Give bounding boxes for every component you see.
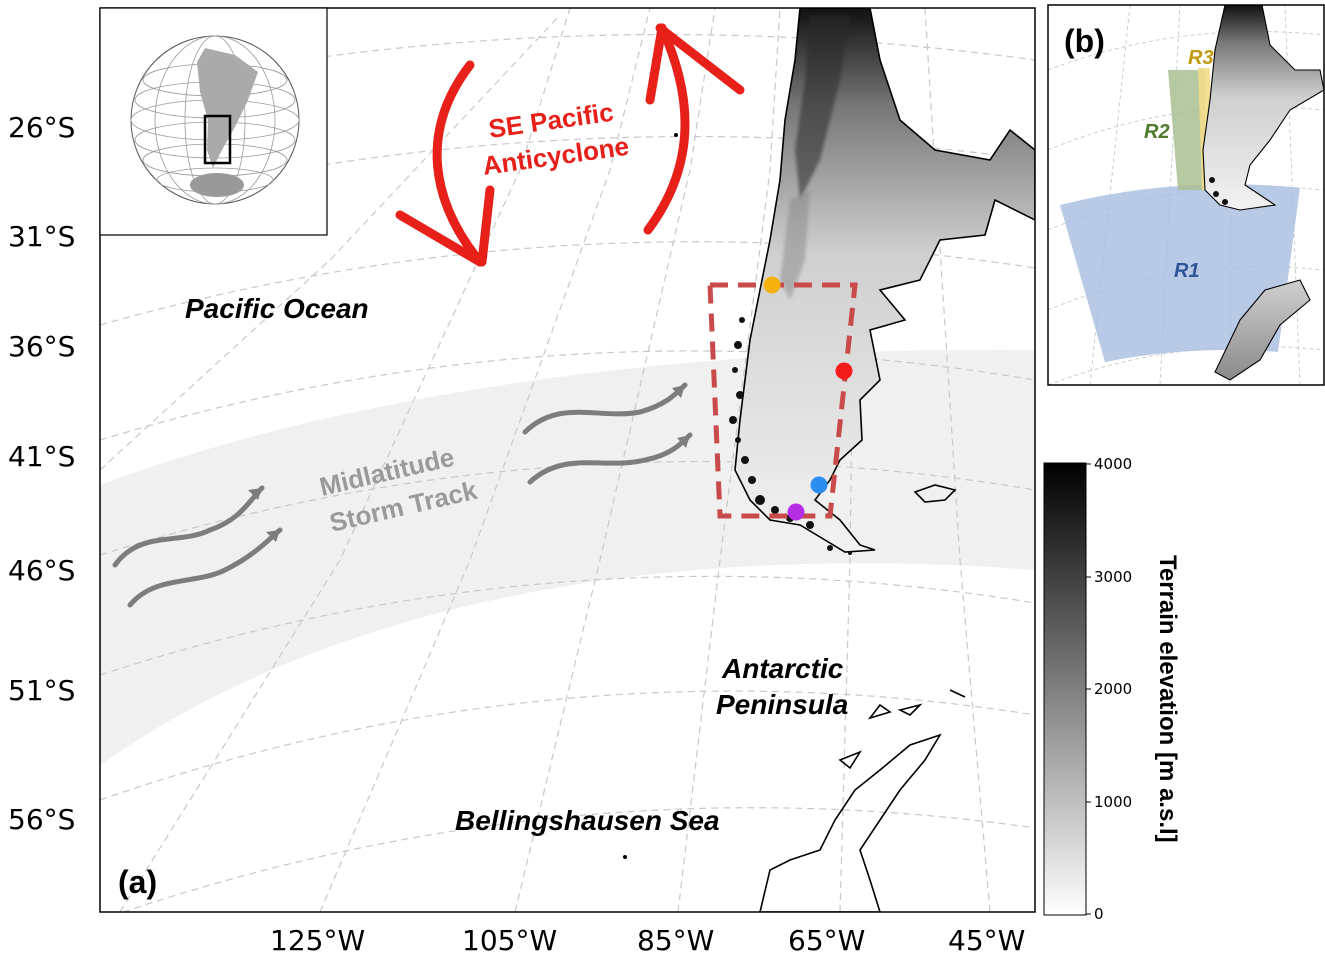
bellingshausen-label: Bellingshausen Sea: [455, 805, 720, 836]
anticyclone-arrows: [395, 23, 745, 267]
region-r3-label: R3: [1188, 47, 1214, 69]
lon-label: 105°W: [462, 924, 557, 954]
lat-label: 36°S: [8, 330, 75, 363]
colorbar-tick: 1000: [1094, 793, 1132, 811]
longitude-gridlines: [100, 8, 991, 912]
panel-b-label: (b): [1064, 23, 1105, 59]
pacific-ocean-label: Pacific Ocean: [185, 293, 369, 324]
colorbar-tick: 2000: [1094, 680, 1132, 698]
region-r2: [1168, 70, 1205, 190]
antarctic-label-line2: Peninsula: [716, 689, 848, 720]
lat-label: 26°S: [8, 111, 75, 144]
elevation-colorbar: 0 1000 2000 3000 4000 Terrain elevation …: [1043, 455, 1181, 923]
lat-label: 31°S: [8, 220, 75, 253]
lon-label: 45°W: [948, 924, 1025, 954]
panel-a-label: (a): [118, 864, 157, 900]
globe-inset: [99, 7, 328, 236]
station-marker-orange: [763, 276, 781, 294]
latitude-labels: 26°S 31°S 36°S 41°S 46°S 51°S 56°S: [8, 111, 75, 836]
storm-track-arrowheads: [248, 385, 690, 542]
lat-label: 56°S: [8, 803, 75, 836]
lat-label: 46°S: [8, 554, 75, 587]
panel-a-map: Pacific Ocean Antarctic Peninsula Bellin…: [100, 8, 1035, 912]
antarctic-peninsula-terrain: [759, 689, 966, 912]
lon-label: 65°W: [788, 924, 865, 954]
station-marker-purple: [787, 503, 805, 521]
lat-label: 41°S: [8, 440, 75, 473]
colorbar-tick: 0: [1094, 905, 1104, 923]
lon-label: 85°W: [637, 924, 714, 954]
south-america-terrain: [623, 8, 1035, 859]
colorbar-title: Terrain elevation [m a.s.l]: [1154, 555, 1181, 843]
lon-label: 125°W: [270, 924, 365, 954]
study-region-box: [707, 282, 858, 519]
region-r1: [1060, 184, 1300, 362]
colorbar-tick: 4000: [1094, 455, 1132, 473]
region-r1-label: R1: [1174, 260, 1200, 282]
station-marker-red: [835, 362, 853, 380]
chilean-fjords: [729, 317, 852, 555]
storm-track-arrows: [112, 382, 693, 608]
colorbar-tick: 3000: [1094, 568, 1132, 586]
lat-label: 51°S: [8, 674, 75, 707]
antarctic-label-line1: Antarctic: [721, 653, 844, 684]
station-marker-blue: [810, 476, 828, 494]
longitude-labels: 125°W 105°W 85°W 65°W 45°W: [270, 924, 1025, 954]
region-r2-label: R2: [1144, 121, 1170, 143]
panel-b-map: R1 R2 R3 (b): [1048, 5, 1324, 385]
